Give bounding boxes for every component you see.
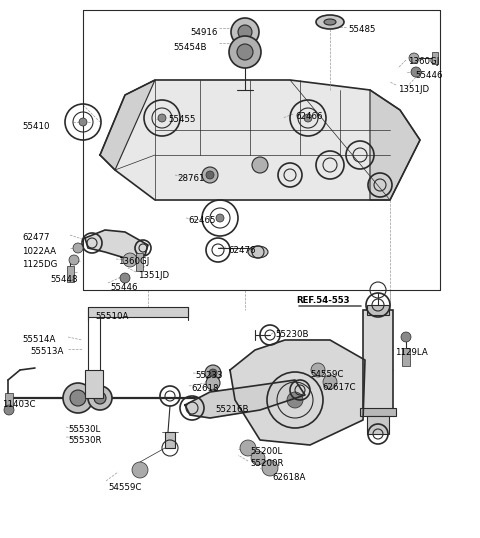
Text: 54559C: 54559C	[310, 370, 343, 379]
Polygon shape	[100, 80, 155, 170]
Circle shape	[238, 25, 252, 39]
Circle shape	[311, 363, 325, 377]
Circle shape	[240, 440, 256, 456]
Circle shape	[132, 462, 148, 478]
Text: 28761: 28761	[177, 174, 204, 183]
Circle shape	[252, 157, 268, 173]
Circle shape	[409, 53, 419, 63]
Ellipse shape	[316, 15, 344, 29]
Circle shape	[287, 392, 303, 408]
Text: 55530L: 55530L	[68, 425, 100, 434]
Text: 55455: 55455	[168, 115, 195, 124]
Circle shape	[411, 67, 421, 77]
Text: 62476: 62476	[228, 246, 255, 255]
Bar	[67, 266, 74, 282]
Text: 54916: 54916	[191, 28, 218, 37]
Text: 54559C: 54559C	[108, 483, 142, 492]
Circle shape	[79, 118, 87, 126]
Circle shape	[251, 451, 265, 465]
Bar	[360, 408, 396, 416]
Bar	[432, 52, 438, 64]
Text: 1125DG: 1125DG	[22, 260, 58, 269]
Circle shape	[206, 376, 220, 390]
Bar	[88, 307, 188, 317]
Circle shape	[237, 44, 253, 60]
Text: 55510A: 55510A	[95, 312, 128, 321]
Text: 55513A: 55513A	[30, 347, 63, 356]
Text: 55454B: 55454B	[173, 43, 207, 52]
Circle shape	[123, 253, 137, 267]
Bar	[165, 432, 175, 448]
Bar	[367, 416, 389, 434]
Circle shape	[229, 36, 261, 68]
Circle shape	[209, 369, 217, 377]
Text: 1022AA: 1022AA	[22, 247, 56, 256]
Text: 62618A: 62618A	[272, 473, 305, 482]
Text: 55233: 55233	[195, 371, 223, 380]
Circle shape	[262, 460, 278, 476]
Text: 11403C: 11403C	[2, 400, 36, 409]
Text: 1351JD: 1351JD	[398, 85, 429, 94]
Circle shape	[323, 375, 337, 389]
Circle shape	[158, 114, 166, 122]
Polygon shape	[230, 340, 365, 445]
Circle shape	[206, 171, 214, 179]
Text: 55216B: 55216B	[215, 405, 249, 414]
Bar	[5, 393, 13, 409]
Text: 55230B: 55230B	[275, 330, 309, 339]
Text: 62617C: 62617C	[322, 383, 356, 392]
Text: 55448: 55448	[50, 275, 77, 284]
Circle shape	[401, 332, 411, 342]
Circle shape	[88, 386, 112, 410]
Bar	[85, 370, 103, 398]
Text: 55530R: 55530R	[68, 436, 101, 445]
Circle shape	[120, 273, 130, 283]
Ellipse shape	[248, 246, 268, 258]
Circle shape	[73, 243, 83, 253]
Polygon shape	[370, 90, 420, 200]
Text: 1129LA: 1129LA	[395, 348, 428, 357]
Text: 62477: 62477	[22, 233, 49, 242]
Circle shape	[205, 365, 221, 381]
Circle shape	[70, 390, 86, 406]
Text: 62618: 62618	[191, 384, 218, 393]
Polygon shape	[100, 80, 420, 200]
Circle shape	[231, 18, 259, 46]
Text: 55485: 55485	[348, 25, 375, 34]
Bar	[402, 348, 410, 366]
Text: 55200R: 55200R	[250, 459, 284, 468]
Text: 1360GJ: 1360GJ	[408, 57, 439, 66]
Circle shape	[216, 214, 224, 222]
Text: 55446: 55446	[415, 71, 443, 80]
Circle shape	[69, 255, 79, 265]
Ellipse shape	[324, 19, 336, 25]
Text: 62465: 62465	[188, 216, 216, 225]
Text: REF.54-553: REF.54-553	[296, 296, 349, 305]
Polygon shape	[185, 380, 305, 418]
Polygon shape	[85, 230, 148, 258]
Text: 55514A: 55514A	[22, 335, 55, 344]
Bar	[136, 253, 143, 271]
Circle shape	[4, 405, 14, 415]
Text: 1360GJ: 1360GJ	[118, 257, 149, 266]
Text: 1351JD: 1351JD	[138, 271, 169, 280]
Circle shape	[63, 383, 93, 413]
Bar	[363, 310, 393, 410]
Text: 55410: 55410	[22, 122, 49, 131]
Text: 55200L: 55200L	[250, 447, 282, 456]
Circle shape	[304, 114, 312, 122]
Circle shape	[94, 392, 106, 404]
Text: 55446: 55446	[110, 283, 137, 292]
Circle shape	[202, 167, 218, 183]
Bar	[367, 305, 389, 315]
Text: 62466: 62466	[295, 112, 323, 121]
